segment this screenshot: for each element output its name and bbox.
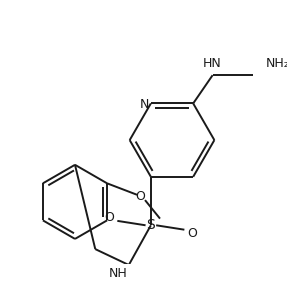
Text: NH₂: NH₂	[265, 57, 287, 70]
Text: O: O	[104, 211, 114, 224]
Text: S: S	[146, 218, 155, 232]
Text: N: N	[140, 98, 149, 111]
Text: O: O	[136, 190, 146, 203]
Text: NH: NH	[108, 267, 127, 280]
Text: O: O	[187, 227, 197, 240]
Text: HN: HN	[203, 57, 222, 70]
